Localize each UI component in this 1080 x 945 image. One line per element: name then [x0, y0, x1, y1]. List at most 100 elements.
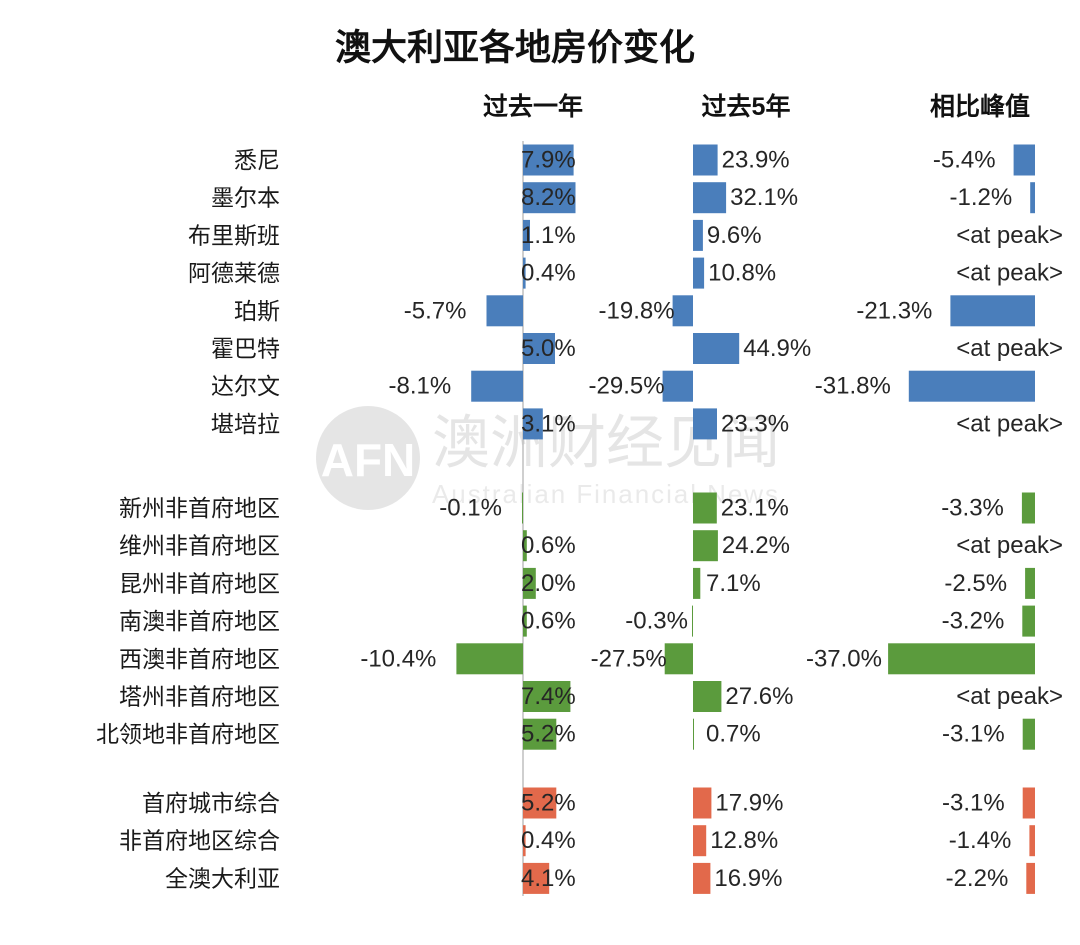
bar	[693, 219, 703, 251]
column-header-vs-peak: 相比峰值	[930, 92, 1030, 121]
bar	[523, 530, 527, 562]
bar	[693, 530, 718, 562]
value-label: 7.1%	[706, 570, 761, 597]
watermark-name-en: Australian Financial News	[432, 479, 778, 509]
chart-row: 阿德莱德 0.4% 10.8% <at peak>	[188, 257, 1063, 289]
chart-row: 新州非首府地区 -0.1% 23.1% -3.3%	[119, 492, 1035, 524]
bar	[1025, 567, 1035, 599]
category-label: 南澳非首府地区	[119, 608, 280, 634]
value-label: 3.1%	[521, 410, 576, 437]
bar	[522, 492, 523, 524]
value-label: -2.2%	[946, 865, 1009, 892]
bar	[888, 643, 1035, 675]
category-label: 悉尼	[234, 147, 280, 173]
bar	[523, 862, 550, 894]
at-peak-label: <at peak>	[956, 222, 1063, 249]
category-label: 塔州非首府地区	[119, 684, 280, 710]
value-label: 12.8%	[710, 827, 778, 854]
bar	[1026, 862, 1035, 894]
bar	[664, 643, 693, 675]
category-label: 维州非首府地区	[119, 533, 280, 559]
bar	[523, 219, 530, 251]
value-label: 4.1%	[521, 865, 576, 892]
column-header-past-5-years: 过去5年	[702, 92, 791, 121]
value-label: 0.4%	[521, 827, 576, 854]
at-peak-label: <at peak>	[956, 410, 1063, 437]
value-label: -0.1%	[439, 495, 502, 522]
value-label: -5.4%	[933, 147, 996, 174]
bar	[456, 643, 523, 675]
value-label: -1.2%	[949, 184, 1012, 211]
value-label: 0.6%	[521, 608, 576, 635]
bar	[693, 825, 707, 857]
category-label: 达尔文	[211, 373, 280, 399]
value-label: 27.6%	[725, 683, 793, 710]
value-label: -5.7%	[404, 297, 467, 324]
value-label: 44.9%	[743, 335, 811, 362]
value-label: -2.5%	[944, 570, 1007, 597]
category-label: 霍巴特	[211, 336, 280, 362]
bar	[523, 257, 526, 289]
value-label: 32.1%	[730, 184, 798, 211]
bar	[523, 408, 543, 440]
bar	[523, 567, 536, 599]
value-label: -0.3%	[625, 608, 688, 635]
value-label: 5.0%	[521, 335, 576, 362]
category-label: 首府城市综合	[142, 790, 280, 816]
chart-row: 珀斯 -5.7% -19.8% -21.3%	[234, 295, 1035, 327]
value-label: -1.4%	[949, 827, 1012, 854]
bar	[693, 492, 717, 524]
value-label: 10.8%	[708, 260, 776, 287]
value-label: 23.1%	[721, 495, 789, 522]
value-label: -3.2%	[942, 608, 1005, 635]
chart-row: 全澳大利亚 4.1% 16.9% -2.2%	[165, 862, 1035, 894]
bar	[523, 144, 574, 176]
chart-row: 悉尼 7.9% 23.9% -5.4%	[234, 144, 1035, 176]
bar	[672, 295, 693, 327]
value-label: -3.3%	[941, 495, 1004, 522]
value-label: -19.8%	[599, 297, 675, 324]
watermark-logo-circle	[316, 406, 420, 510]
bar	[523, 825, 526, 857]
value-label: 7.9%	[521, 147, 576, 174]
category-label: 阿德莱德	[188, 260, 280, 286]
bar	[471, 370, 523, 402]
chart-row: 塔州非首府地区 7.4% 27.6% <at peak>	[119, 681, 1063, 712]
value-label: -8.1%	[388, 373, 451, 400]
bar	[692, 605, 693, 637]
bar	[1013, 144, 1035, 176]
bar	[693, 408, 717, 440]
watermark: AFN 澳洲财经见闻 Australian Financial News	[316, 406, 780, 510]
at-peak-label: <at peak>	[956, 335, 1063, 362]
value-label: -21.3%	[856, 297, 932, 324]
bar	[523, 182, 576, 214]
category-label: 昆州非首府地区	[119, 570, 280, 596]
value-label: 5.2%	[521, 790, 576, 817]
value-label: -37.0%	[806, 645, 882, 672]
value-label: 17.9%	[715, 790, 783, 817]
category-label: 全澳大利亚	[165, 865, 280, 891]
bar	[693, 567, 701, 599]
category-label: 珀斯	[234, 298, 280, 324]
value-label: 7.4%	[521, 683, 576, 710]
category-label: 西澳非首府地区	[119, 646, 280, 672]
category-label: 堪培拉	[211, 411, 280, 437]
column-header-past-year: 过去一年	[483, 92, 583, 121]
value-label: -3.1%	[942, 721, 1005, 748]
bar	[523, 605, 527, 637]
chart-row: 南澳非首府地区 0.6% -0.3% -3.2%	[119, 605, 1035, 637]
chart-row: 维州非首府地区 0.6% 24.2% <at peak>	[119, 530, 1063, 562]
value-label: 1.1%	[521, 222, 576, 249]
chart-row: 昆州非首府地区 2.0% 7.1% -2.5%	[119, 567, 1035, 599]
chart-row: 霍巴特 5.0% 44.9% <at peak>	[211, 333, 1063, 364]
bar	[1022, 605, 1035, 637]
value-label: 23.3%	[721, 410, 789, 437]
watermark-name: 澳洲财经见闻	[432, 411, 780, 476]
value-label: 23.9%	[722, 147, 790, 174]
bar	[693, 787, 712, 819]
bar	[693, 257, 705, 289]
bar	[693, 718, 694, 750]
at-peak-label: <at peak>	[956, 532, 1063, 559]
chart-row: 西澳非首府地区 -10.4% -27.5% -37.0%	[119, 643, 1035, 675]
